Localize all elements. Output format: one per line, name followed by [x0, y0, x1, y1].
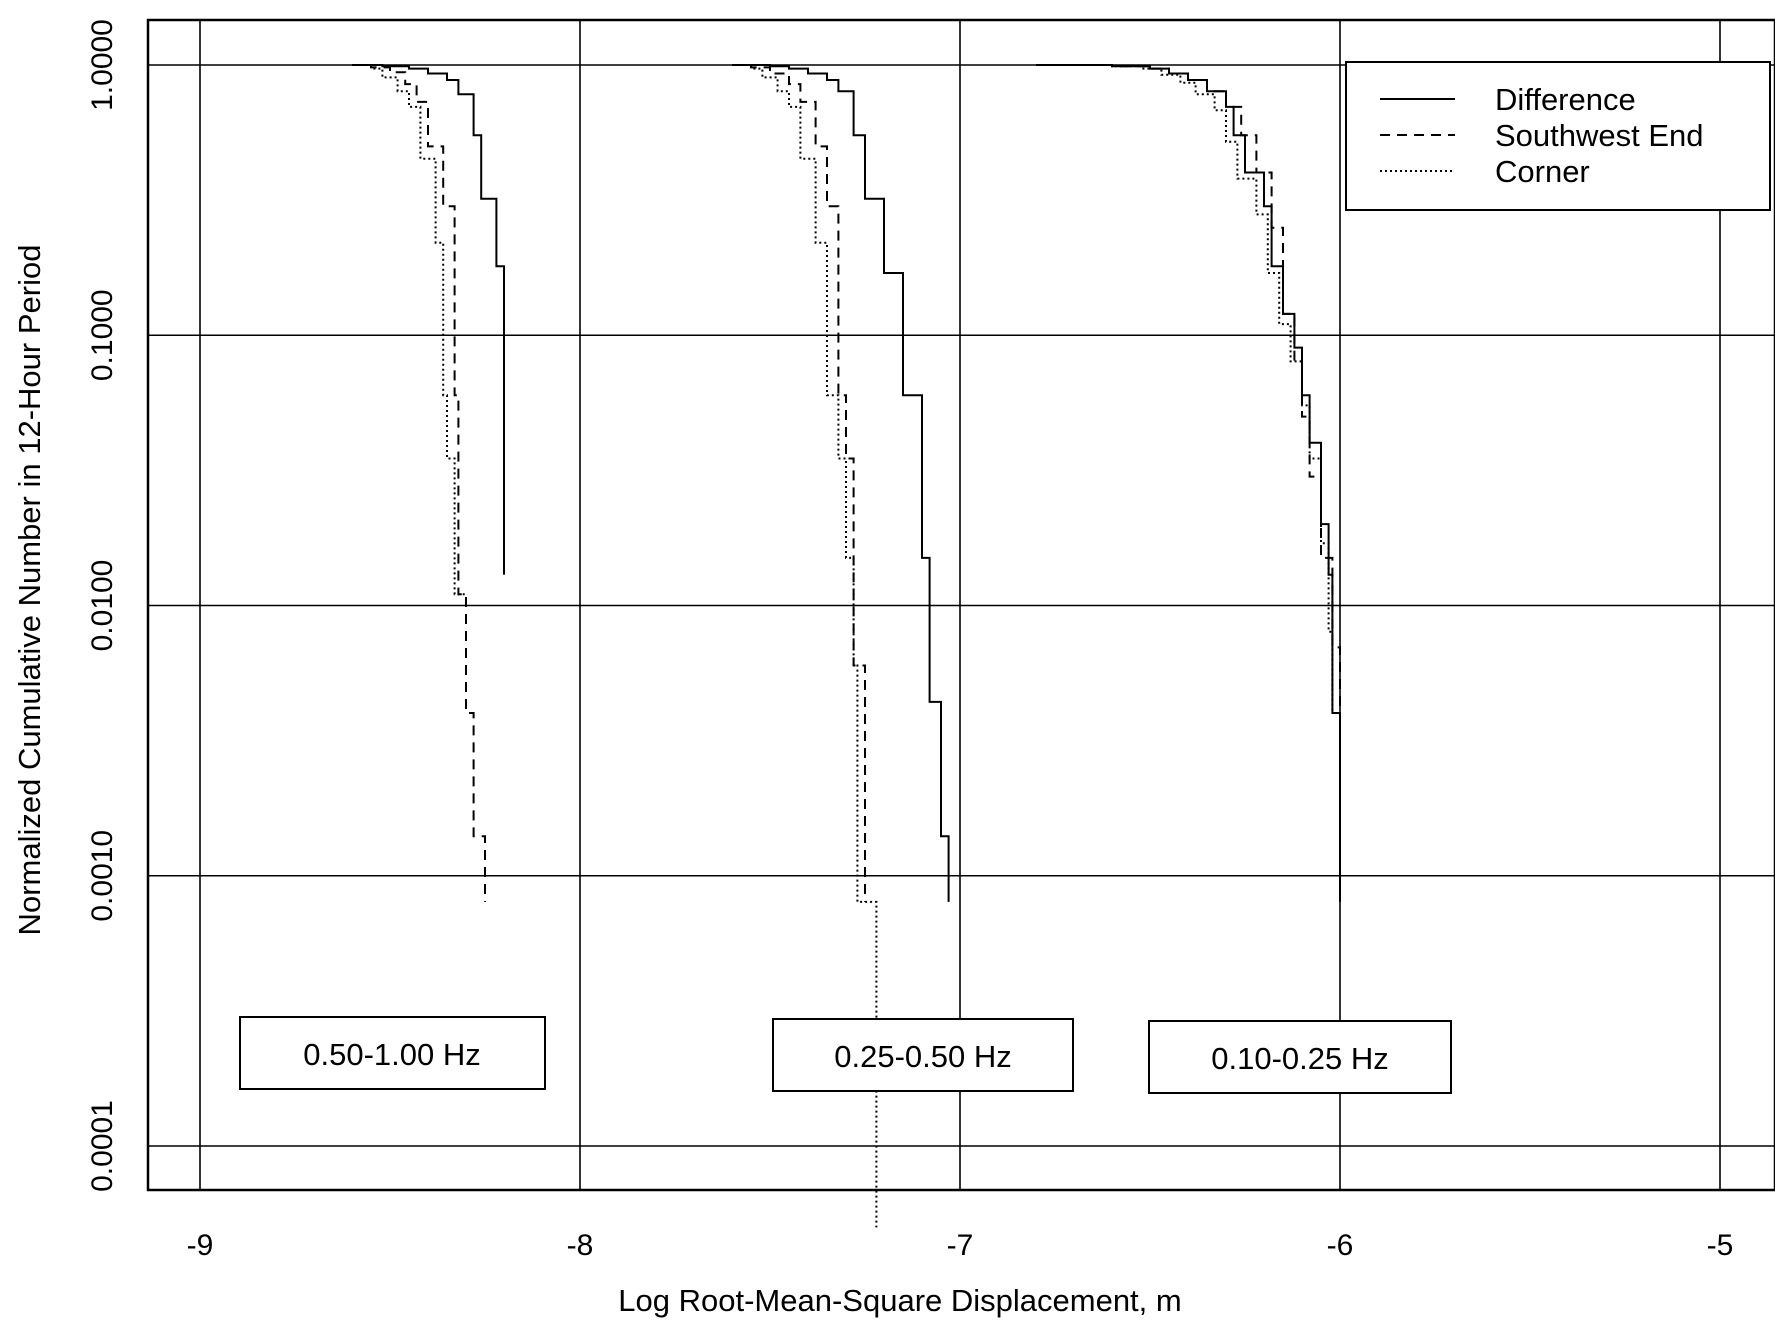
series-line-corner: [352, 64, 466, 596]
y-axis-title: Normalized Cumulative Number in 12-Hour …: [12, 245, 47, 936]
series-layer: [352, 64, 1341, 1228]
y-tick-label: 0.0010: [86, 830, 119, 922]
series-line-corner: [1036, 64, 1334, 713]
band-label-box: [772, 1018, 1074, 1092]
series-line-southwest-end: [1036, 64, 1341, 713]
y-tick-label: 0.0001: [86, 1100, 119, 1192]
band-labels: 0.50-1.00 Hz 0.25-0.50 Hz 0.10-0.25 Hz: [239, 1016, 1452, 1094]
x-ticks: -9 -8 -7 -6 -5: [187, 1229, 1734, 1262]
series-line-difference: [732, 64, 950, 902]
series-line-difference: [352, 64, 505, 575]
series-line-corner: [732, 64, 878, 1228]
legend-label: Corner: [1495, 154, 1590, 189]
band-group: [352, 64, 505, 902]
series-line-southwest-end: [352, 64, 486, 902]
x-tick-label: -5: [1707, 1229, 1734, 1262]
series-line-southwest-end: [732, 64, 866, 902]
band-group: [1036, 64, 1341, 902]
band-label-box: [239, 1016, 546, 1090]
y-tick-label: 1.0000: [86, 19, 119, 111]
y-tick-label: 0.0100: [86, 560, 119, 652]
grid: [148, 20, 1775, 1190]
y-ticks: 1.0000 0.1000 0.0100 0.0010 0.0001: [86, 19, 119, 1192]
band-group: [732, 64, 950, 1228]
band-label: 0.10-0.25 Hz: [1211, 1041, 1389, 1076]
x-tick-label: -7: [947, 1229, 974, 1262]
legend-label: Southwest End: [1495, 118, 1704, 153]
legend: Difference Southwest End Corner: [1345, 61, 1771, 211]
x-tick-label: -6: [1327, 1229, 1354, 1262]
legend-label: Difference: [1495, 82, 1636, 117]
band-label: 0.25-0.50 Hz: [834, 1039, 1012, 1074]
x-tick-label: -9: [187, 1229, 214, 1262]
x-tick-label: -8: [567, 1229, 594, 1262]
band-label: 0.50-1.00 Hz: [303, 1037, 481, 1072]
y-tick-label: 0.1000: [86, 289, 119, 381]
x-axis-title: Log Root-Mean-Square Displacement, m: [618, 1283, 1181, 1318]
band-label-box: [1148, 1020, 1452, 1094]
